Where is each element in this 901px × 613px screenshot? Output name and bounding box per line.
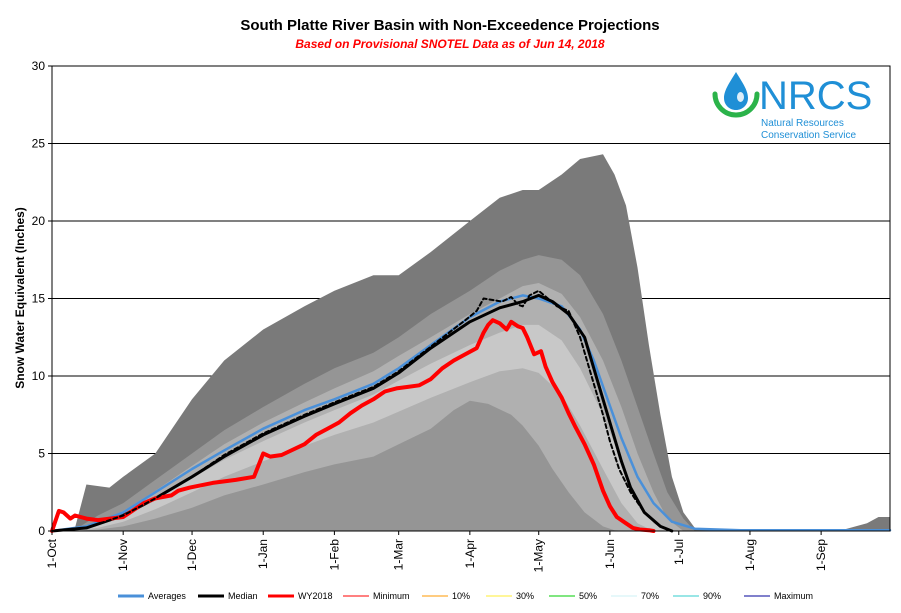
- legend-label: 90%: [703, 591, 721, 601]
- y-tick-label: 20: [32, 214, 46, 228]
- legend-label: 30%: [516, 591, 534, 601]
- legend-label: WY2018: [298, 591, 333, 601]
- y-tick-label: 5: [38, 447, 45, 461]
- x-tick-label: 1-Aug: [743, 539, 757, 571]
- legend-label: Maximum: [774, 591, 813, 601]
- y-axis: 0 5 10 15 20 25 30: [32, 59, 52, 538]
- legend-label: Minimum: [373, 591, 410, 601]
- x-tick-label: 1-Jul: [672, 539, 686, 565]
- x-tick-label: 1-Nov: [116, 539, 130, 571]
- x-tick-label: 1-Mar: [392, 539, 406, 570]
- chart-title: South Platte River Basin with Non-Exceed…: [240, 17, 659, 34]
- x-tick-label: 1-Sep: [814, 539, 828, 571]
- x-axis: 1-Oct 1-Nov 1-Dec 1-Jan 1-Feb 1-Mar 1-Apr 1-May…: [45, 531, 828, 572]
- x-tick-label: 1-Dec: [185, 539, 199, 571]
- series-averages: [50, 294, 892, 533]
- logo-wordmark: NRCS: [759, 74, 872, 118]
- series-wy2018: [50, 318, 656, 533]
- y-tick-label: 30: [32, 59, 46, 73]
- series-dashed: [51, 289, 673, 532]
- y-tick-label: 25: [32, 137, 46, 151]
- legend: Averages Median WY2018 Minimum 10% 30% 50% 70% 9…: [118, 591, 813, 601]
- water-drop-icon: [712, 72, 760, 118]
- legend-label: 70%: [641, 591, 659, 601]
- legend-label: Median: [228, 591, 258, 601]
- legend-label: 50%: [579, 591, 597, 601]
- y-tick-label: 10: [32, 369, 46, 383]
- x-tick-label: 1-Jan: [256, 539, 270, 569]
- x-tick-label: 1-May: [532, 539, 546, 572]
- y-tick-label: 0: [38, 524, 45, 538]
- nrcs-logo: NRCS Natural Resources Conservation Serv…: [712, 72, 872, 141]
- legend-label: Averages: [148, 591, 186, 601]
- x-tick-label: 1-Feb: [327, 539, 341, 571]
- x-tick-label: 1-Apr: [463, 539, 477, 568]
- logo-line-1: Natural Resources: [761, 118, 844, 129]
- logo-line-2: Conservation Service: [761, 130, 856, 141]
- chart-subtitle: Based on Provisional SNOTEL Data as of J…: [295, 37, 605, 51]
- legend-label: 10%: [452, 591, 470, 601]
- x-tick-label: 1-Jun: [603, 539, 617, 569]
- band-minimum: [52, 400, 626, 531]
- series-lines: [50, 289, 892, 533]
- x-tick-label: 1-Oct: [45, 538, 59, 568]
- y-tick-label: 15: [32, 292, 46, 306]
- y-axis-label: Snow Water Equivalent (Inches): [13, 207, 27, 389]
